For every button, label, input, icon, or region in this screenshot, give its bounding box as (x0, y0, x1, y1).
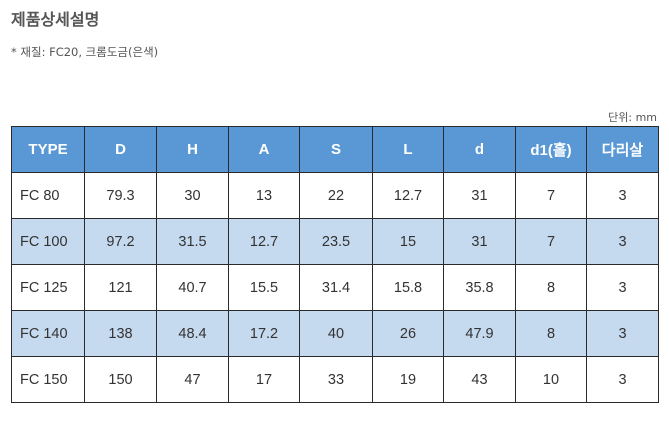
table-cell-type: FC 100 (11, 218, 85, 265)
header-cell-a: A (228, 126, 300, 173)
header-cell-h: H (156, 126, 229, 173)
table-cell: 26 (372, 310, 444, 357)
table-cell-type: FC 150 (11, 356, 85, 403)
header-cell-leg: 다리살 (586, 126, 659, 173)
table-cell: 33 (299, 356, 373, 403)
page-title: 제품상세설명 (11, 10, 100, 29)
header-cell-d1-hole: d1(홀) (515, 126, 587, 173)
table-cell: 3 (586, 172, 659, 219)
table-cell: 97.2 (84, 218, 157, 265)
table-cell-type: FC 80 (11, 172, 85, 219)
table-cell: 15.5 (228, 264, 300, 311)
table-row: FC 150 150 47 17 33 19 43 10 3 (11, 356, 659, 403)
table-cell: 19 (372, 356, 444, 403)
table-cell: 15.8 (372, 264, 444, 311)
header-cell-l: L (372, 126, 444, 173)
table-cell: 22 (299, 172, 373, 219)
table-cell: 121 (84, 264, 157, 311)
table-cell: 47.9 (443, 310, 516, 357)
table-cell: 79.3 (84, 172, 157, 219)
table-cell-type: FC 125 (11, 264, 85, 311)
table-cell: 48.4 (156, 310, 229, 357)
header-cell-type: TYPE (11, 126, 85, 173)
table-cell: 23.5 (299, 218, 373, 265)
table-cell: 43 (443, 356, 516, 403)
table-cell: 31.5 (156, 218, 229, 265)
table-cell: 31 (443, 172, 516, 219)
table-cell: 3 (586, 310, 659, 357)
spec-table: TYPE D H A S L d d1(홀) 다리살 FC 80 79.3 30… (11, 126, 659, 403)
table-row: FC 80 79.3 30 13 22 12.7 31 7 3 (11, 172, 659, 219)
table-cell: 40 (299, 310, 373, 357)
table-cell: 150 (84, 356, 157, 403)
table-cell: 8 (515, 310, 587, 357)
table-cell: 10 (515, 356, 587, 403)
table-cell: 7 (515, 218, 587, 265)
table-cell: 7 (515, 172, 587, 219)
table-cell: 13 (228, 172, 300, 219)
unit-label: 단위: mm (608, 111, 657, 124)
table-cell: 12.7 (228, 218, 300, 265)
table-cell: 3 (586, 218, 659, 265)
table-cell: 30 (156, 172, 229, 219)
material-note: * 재질: FC20, 크롬도금(은색) (11, 45, 159, 59)
table-header-row: TYPE D H A S L d d1(홀) 다리살 (11, 126, 659, 173)
table-cell-type: FC 140 (11, 310, 85, 357)
table-cell: 31 (443, 218, 516, 265)
table-cell: 8 (515, 264, 587, 311)
header-cell-s: S (299, 126, 373, 173)
table-cell: 47 (156, 356, 229, 403)
table-cell: 15 (372, 218, 444, 265)
table-cell: 138 (84, 310, 157, 357)
table-cell: 17.2 (228, 310, 300, 357)
table-cell: 35.8 (443, 264, 516, 311)
table-cell: 12.7 (372, 172, 444, 219)
table-row: FC 140 138 48.4 17.2 40 26 47.9 8 3 (11, 310, 659, 357)
header-cell-d-outer: D (84, 126, 157, 173)
table-cell: 17 (228, 356, 300, 403)
table-row: FC 125 121 40.7 15.5 31.4 15.8 35.8 8 3 (11, 264, 659, 311)
table-cell: 3 (586, 264, 659, 311)
table-cell: 31.4 (299, 264, 373, 311)
table-cell: 40.7 (156, 264, 229, 311)
table-row: FC 100 97.2 31.5 12.7 23.5 15 31 7 3 (11, 218, 659, 265)
header-cell-d-inner: d (443, 126, 516, 173)
table-cell: 3 (586, 356, 659, 403)
